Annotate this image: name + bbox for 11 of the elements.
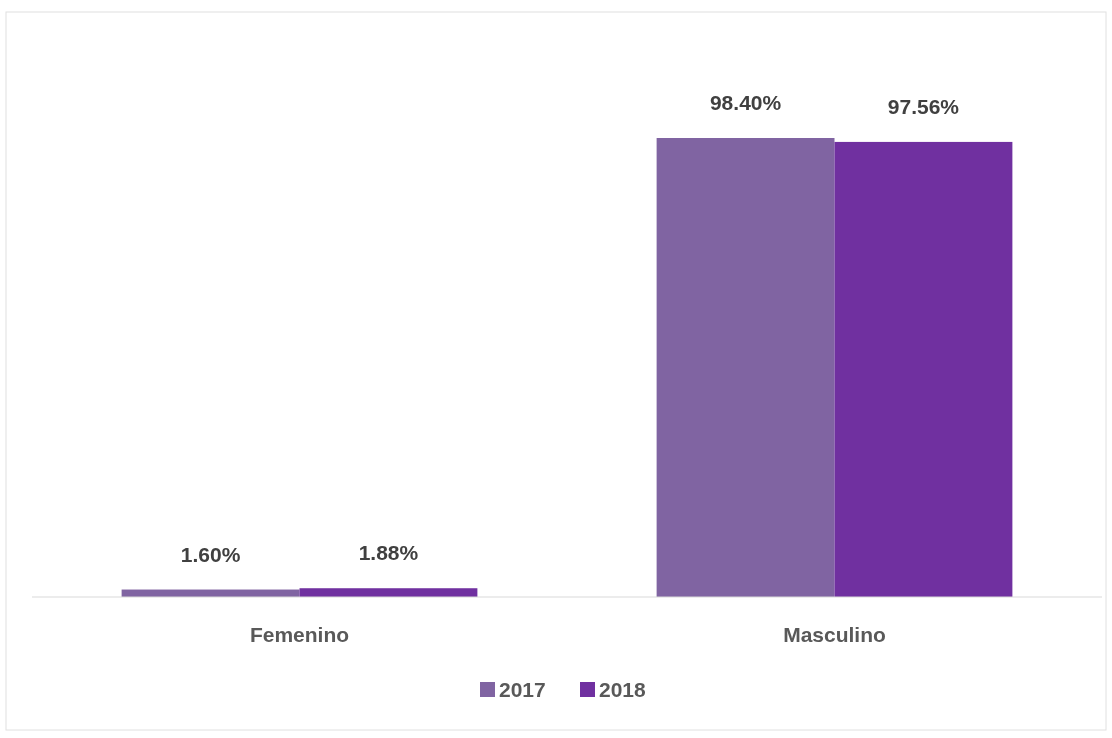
bar <box>299 588 478 597</box>
data-label: 98.40% <box>709 91 782 114</box>
bar <box>834 141 1013 597</box>
legend-label: 2018 <box>599 678 647 701</box>
bar <box>656 138 835 597</box>
data-label: 1.60% <box>180 542 241 566</box>
x-tick-label: Masculino <box>783 623 886 646</box>
x-tick-label: Femenino <box>249 623 350 646</box>
data-label: 1.88% <box>358 541 419 565</box>
data-label: 97.56% <box>887 94 960 118</box>
legend-label: 2017 <box>499 678 546 701</box>
